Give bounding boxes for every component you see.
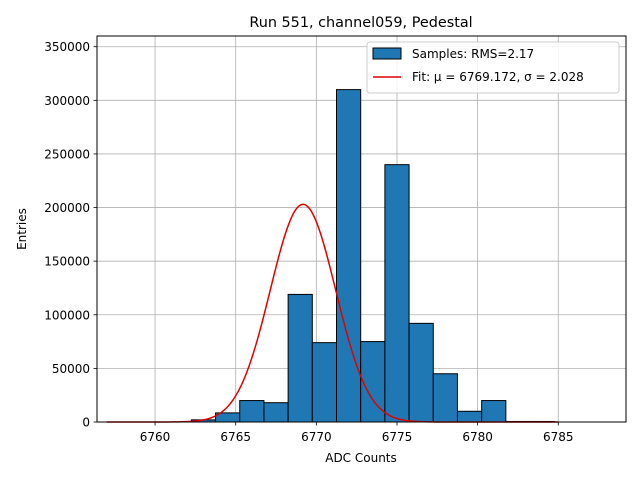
chart-title: Run 551, channel059, Pedestal [249,15,472,31]
legend-label-fit: Fit: μ = 6769.172, σ = 2.028 [412,70,584,84]
legend-label-samples: Samples: RMS=2.17 [412,47,534,61]
plot-frame [96,35,627,423]
legend: Samples: RMS=2.17 Fit: μ = 6769.172, σ =… [366,41,620,94]
y-tick-label: 150000 [44,255,90,269]
y-tick-label: 250000 [44,147,90,161]
x-tick-label: 6785 [543,430,574,444]
grid [97,36,626,423]
x-tick-label: 6780 [462,430,493,444]
y-tick-label: 50000 [52,362,90,376]
histogram-bar [239,400,265,423]
y-tick-label: 350000 [44,40,90,54]
y-tick-label: 300000 [44,94,90,108]
x-tick-label: 6775 [382,430,413,444]
axis-ticks: 6760 6765 6770 6775 6780 6785 0 50000 100000 1500… [44,40,573,444]
x-axis-label: ADC Counts [325,451,397,465]
histogram-bar [432,373,458,423]
y-tick-label: 0 [82,416,90,430]
y-tick-label: 100000 [44,308,90,322]
legend-box [366,41,620,94]
x-tick-label: 6770 [301,430,332,444]
histogram-bar [311,342,338,423]
x-tick-label: 6760 [140,430,171,444]
histogram-bar [456,410,483,423]
y-axis-label: Entries [15,208,29,250]
histogram-bar [408,322,434,423]
histogram-bar [336,89,362,423]
x-tick-label: 6765 [220,430,251,444]
legend-swatch-samples [372,47,402,60]
histogram-bar [384,164,410,423]
histogram-bar [481,400,507,423]
histogram-bar [263,402,289,423]
histogram-bar [287,293,313,423]
y-tick-label: 200000 [44,201,90,215]
